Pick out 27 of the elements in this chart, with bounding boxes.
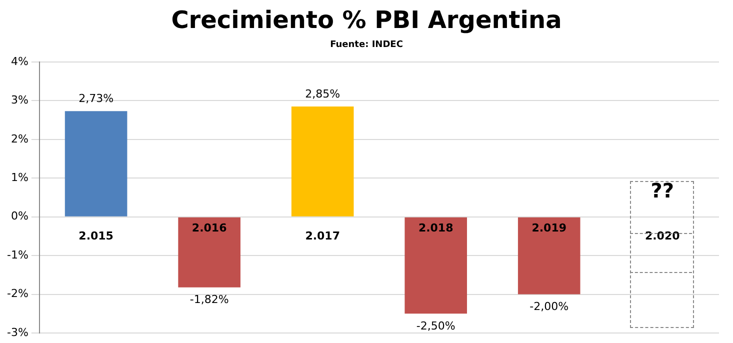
data-label: -2,50%: [416, 320, 456, 332]
bar: [518, 217, 580, 294]
bar: [404, 217, 467, 314]
chart-title: Crecimiento % PBI Argentina: [170, 6, 563, 34]
y-tick-label: -2%: [7, 287, 28, 300]
data-label: -2,00%: [530, 300, 569, 314]
y-tick-label: 3%: [10, 94, 28, 107]
y-tick-label: 4%: [10, 54, 28, 68]
bar: [178, 217, 240, 288]
y-tick-label: -3%: [7, 326, 28, 339]
data-label: 2,85%: [305, 87, 340, 100]
bar: [291, 106, 354, 216]
y-tick-label: -1%: [7, 248, 28, 262]
y-tick-label: 2%: [10, 132, 28, 146]
data-label: 2,73%: [78, 92, 114, 106]
data-label: -1,82%: [190, 293, 229, 306]
annotation: ??: [650, 178, 674, 202]
x-tick-label: 2.019: [532, 222, 567, 235]
bar: [64, 111, 128, 216]
x-tick-label: 2.015: [78, 230, 114, 243]
y-tick-label: 1%: [10, 171, 28, 184]
x-tick-label: 2.020: [644, 230, 680, 243]
x-tick-label: 2.017: [305, 230, 340, 243]
x-tick-label: 2.016: [192, 222, 228, 235]
y-tick-label: 0%: [10, 210, 28, 223]
x-tick-label: 2.018: [418, 222, 454, 235]
chart-subtitle: Fuente: INDEC: [329, 40, 404, 50]
